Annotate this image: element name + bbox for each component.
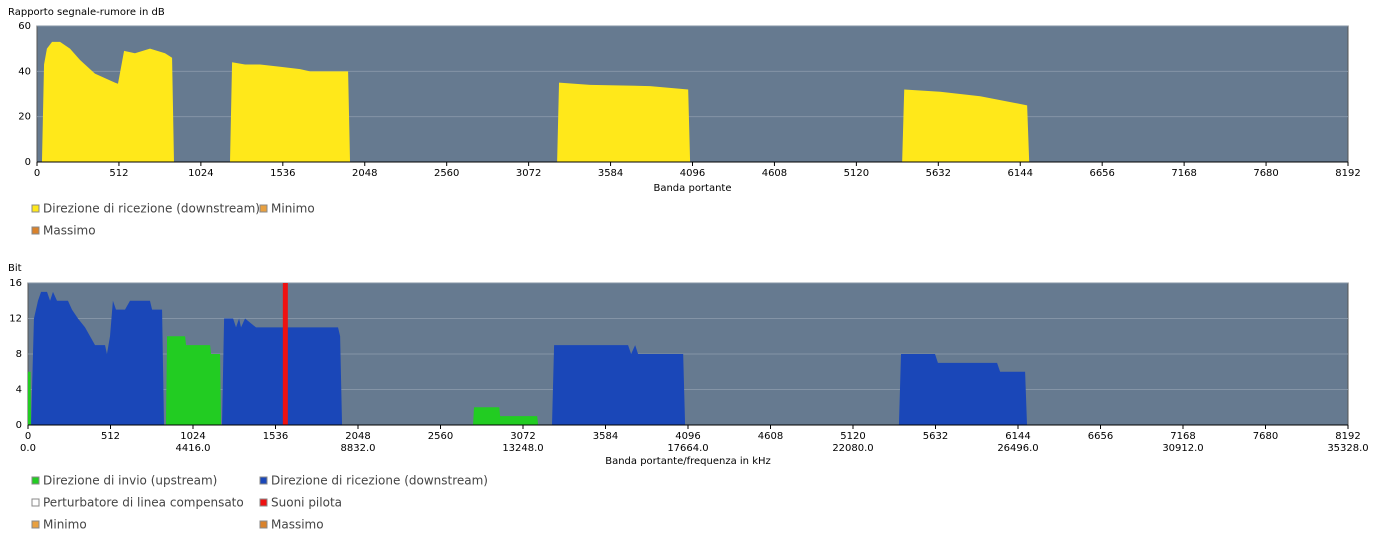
y-axis-label: Rapporto segnale-rumore in dB <box>8 7 165 18</box>
x-tick-label: 5120 <box>840 431 865 442</box>
x-tick-label: 0 <box>34 168 40 179</box>
x-tick-label: 512 <box>109 168 128 179</box>
legend-swatch <box>31 226 40 235</box>
x-tick-label: 512 <box>101 431 120 442</box>
x-axis-label: Banda portante/frequenza in kHz <box>605 456 771 467</box>
y-tick-label: 16 <box>9 278 22 289</box>
x-tick-label: 1024 <box>180 431 205 442</box>
legend-label: Massimo <box>271 518 324 532</box>
x2-tick-label: 26496.0 <box>997 443 1038 454</box>
x-tick-label: 5120 <box>844 168 869 179</box>
legend-label: Minimo <box>271 202 315 216</box>
x2-tick-label: 13248.0 <box>502 443 543 454</box>
y-tick-label: 0 <box>16 420 22 431</box>
x2-tick-label: 8832.0 <box>341 443 376 454</box>
x2-tick-label: 30912.0 <box>1162 443 1203 454</box>
x-tick-label: 6656 <box>1089 168 1114 179</box>
x2-tick-label: 22080.0 <box>832 443 873 454</box>
x-tick-label: 1024 <box>188 168 213 179</box>
x-tick-label: 3584 <box>593 431 618 442</box>
x-tick-label: 1536 <box>270 168 295 179</box>
y-axis-label: Bit <box>8 263 22 274</box>
x2-tick-label: 0.0 <box>20 443 36 454</box>
x-tick-label: 2048 <box>345 431 370 442</box>
x-tick-label: 8192 <box>1335 168 1360 179</box>
legend-label: Direzione di ricezione (downstream) <box>43 202 260 216</box>
y-tick-label: 0 <box>25 157 31 168</box>
x-tick-label: 6656 <box>1088 431 1113 442</box>
y-tick-label: 8 <box>16 349 22 360</box>
x-tick-label: 3072 <box>516 168 541 179</box>
x-tick-label: 7680 <box>1253 168 1278 179</box>
x-tick-label: 2560 <box>434 168 459 179</box>
x-tick-label: 6144 <box>1008 168 1033 179</box>
legend-swatch <box>259 520 268 529</box>
x2-tick-label: 4416.0 <box>176 443 211 454</box>
x-tick-label: 7680 <box>1253 431 1278 442</box>
x2-tick-label: 35328.0 <box>1327 443 1368 454</box>
x-tick-label: 5632 <box>926 168 951 179</box>
y-tick-label: 60 <box>18 21 31 32</box>
x-tick-label: 4096 <box>680 168 705 179</box>
x-tick-label: 8192 <box>1335 431 1360 442</box>
x-tick-label: 1536 <box>263 431 288 442</box>
x-tick-label: 7168 <box>1171 168 1196 179</box>
legend-swatch <box>259 204 268 213</box>
legend-label: Perturbatore di linea compensato <box>43 496 244 510</box>
pilot-tone-bar <box>282 283 288 425</box>
y-tick-label: 4 <box>16 385 22 396</box>
area <box>41 41 1030 162</box>
x-tick-label: 4096 <box>675 431 700 442</box>
legend-label: Direzione di invio (upstream) <box>43 474 217 488</box>
x-tick-label: 7168 <box>1170 431 1195 442</box>
legend-swatch <box>259 498 268 507</box>
x-tick-label: 2048 <box>352 168 377 179</box>
y-tick-label: 40 <box>18 66 31 77</box>
legend-swatch <box>31 520 40 529</box>
x-tick-label: 5632 <box>923 431 948 442</box>
x-tick-label: 6144 <box>1005 431 1030 442</box>
x-tick-label: 2560 <box>428 431 453 442</box>
x-tick-label: 0 <box>25 431 31 442</box>
x-tick-label: 3072 <box>510 431 535 442</box>
x-tick-label: 3584 <box>598 168 623 179</box>
x-tick-label: 4608 <box>762 168 787 179</box>
legend-swatch <box>259 476 268 485</box>
area <box>28 336 539 425</box>
legend-label: Minimo <box>43 518 87 532</box>
x-axis-label: Banda portante <box>653 183 731 194</box>
x-tick-label: 4608 <box>758 431 783 442</box>
legend-swatch <box>31 498 40 507</box>
x2-tick-label: 17664.0 <box>667 443 708 454</box>
y-tick-label: 20 <box>18 112 31 123</box>
y-tick-label: 12 <box>9 314 22 325</box>
legend-swatch <box>31 204 40 213</box>
legend-swatch <box>31 476 40 485</box>
legend-label: Direzione di ricezione (downstream) <box>271 474 488 488</box>
legend-label: Suoni pilota <box>271 496 342 510</box>
area <box>31 291 1028 425</box>
legend-label: Massimo <box>43 224 96 238</box>
